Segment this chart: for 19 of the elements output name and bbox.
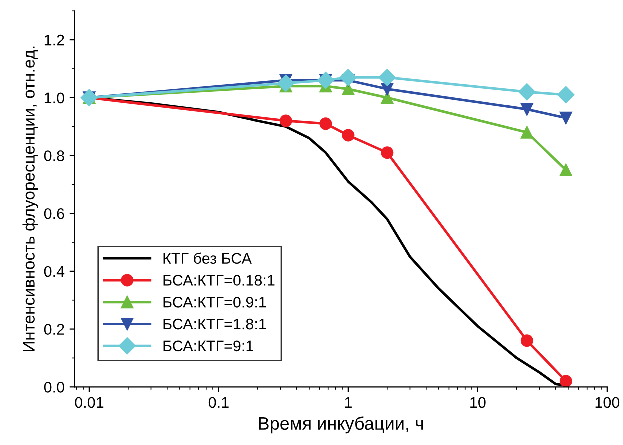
y-tick-label: 0.8: [44, 150, 64, 162]
y-axis-title: Интенсивность флуоресценции, отн.ед.: [22, 46, 38, 352]
legend-label: БСА:КТГ=9:1: [164, 340, 254, 352]
x-tick-label: 100: [596, 397, 620, 408]
x-axis-title: Время инкубации, ч: [259, 416, 424, 434]
y-tick-label: 0.2: [44, 324, 64, 335]
y-tick-label: 1.2: [44, 34, 64, 46]
y-tick-label: 1.0: [44, 92, 64, 104]
y-tick-label: 0.6: [44, 208, 64, 220]
legend-label: БСА:КТГ=0.18:1: [164, 275, 275, 286]
legend-label: КТГ без БСА: [164, 252, 252, 264]
y-tick-label: 0.0: [44, 382, 64, 393]
x-tick-label: 1: [345, 397, 352, 408]
x-tick-label: 10: [470, 397, 486, 408]
x-tick-label: 0.01: [75, 397, 104, 408]
legend-label: БСА:КТГ=0.9:1: [164, 297, 266, 308]
y-tick-label: 0.4: [44, 266, 65, 278]
legend-label: БСА:КТГ=1.8:1: [164, 318, 266, 330]
x-tick-label: 0.1: [208, 397, 229, 408]
